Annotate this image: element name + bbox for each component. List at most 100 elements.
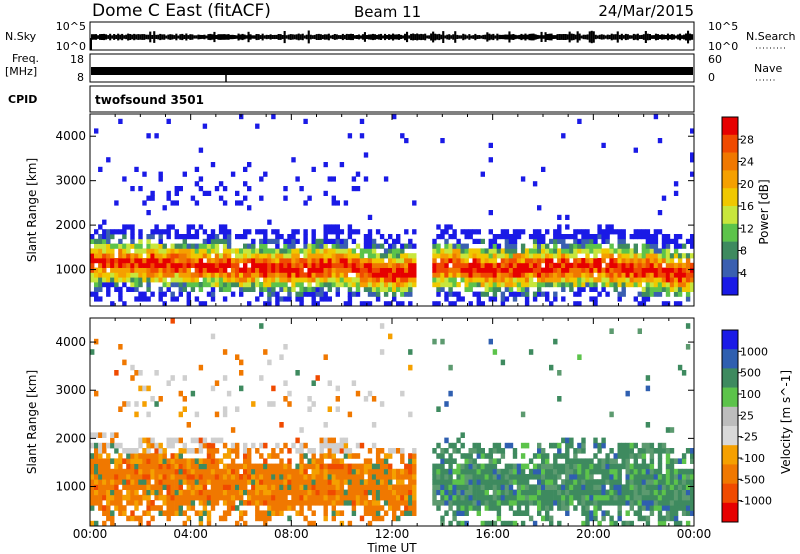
heatmap-cell — [661, 505, 667, 511]
heatmap-cell — [343, 479, 349, 485]
heatmap-cell — [400, 282, 405, 288]
power-colorbar-tick-label: 28 — [740, 133, 754, 146]
heatmap-cell — [432, 277, 437, 283]
heatmap-cell — [162, 243, 167, 249]
heatmap-cell — [553, 272, 558, 278]
heatmap-cell — [396, 301, 401, 307]
heatmap-cell — [255, 515, 260, 522]
heatmap-cell — [295, 267, 300, 273]
heatmap-cell — [436, 234, 441, 240]
heatmap-cell — [649, 442, 655, 449]
heatmap-cell — [565, 234, 570, 240]
heatmap-cell — [561, 296, 566, 302]
heatmap-cell — [259, 489, 264, 496]
heatmap-cell — [456, 479, 461, 485]
heatmap-cell — [319, 463, 324, 470]
heatmap-cell — [460, 489, 465, 496]
heatmap-cell — [311, 262, 316, 268]
heatmap-cell — [186, 468, 191, 475]
heatmap-cell — [617, 494, 622, 501]
nsky-sample — [355, 35, 358, 39]
heatmap-cell — [287, 463, 292, 470]
heatmap-cell — [549, 515, 554, 522]
heatmap-cell — [577, 282, 582, 288]
heatmap-cell — [222, 494, 228, 501]
heatmap-cell — [573, 258, 578, 264]
heatmap-cell — [516, 494, 522, 501]
nsky-sample — [305, 34, 308, 40]
heatmap-cell — [557, 234, 562, 240]
heatmap-cell — [363, 282, 369, 288]
heatmap-cell — [444, 494, 449, 501]
heatmap-cell — [641, 267, 647, 273]
heatmap-cell — [186, 301, 191, 307]
heatmap-cell — [569, 484, 574, 490]
heatmap-cell — [130, 243, 135, 249]
heatmap-cell — [577, 489, 582, 496]
heatmap-cell — [247, 458, 252, 464]
heatmap-cell — [573, 243, 578, 249]
velocity-colorbar-tick-label: 100 — [740, 388, 761, 401]
heatmap-cell — [516, 262, 522, 268]
heatmap-cell — [110, 243, 115, 249]
heatmap-cell — [355, 229, 361, 235]
heatmap-cell — [158, 505, 163, 511]
nsky-sample — [343, 34, 346, 40]
heatmap-cell — [657, 442, 663, 449]
heatmap-cell — [605, 253, 610, 259]
heatmap-cell — [613, 484, 618, 490]
nsky-tick-top: 10^5 — [56, 20, 86, 33]
heatmap-cell — [299, 277, 304, 283]
heatmap-cell — [114, 262, 119, 268]
heatmap-cell — [166, 489, 171, 496]
heatmap-cell — [271, 474, 276, 480]
heatmap-cell — [271, 479, 276, 485]
heatmap-cell — [363, 262, 369, 268]
heatmap-cell — [230, 474, 236, 480]
heatmap-cell — [448, 479, 453, 485]
heatmap-cell — [319, 453, 324, 459]
heatmap-cell — [363, 484, 369, 490]
heatmap-cell — [214, 411, 220, 418]
heatmap-cell — [118, 500, 123, 506]
heatmap-cell — [468, 479, 473, 485]
heatmap-cell — [545, 296, 550, 302]
heatmap-cell — [186, 229, 191, 235]
heatmap-cell — [528, 262, 534, 268]
heatmap-cell — [122, 448, 127, 454]
heatmap-cell — [408, 282, 413, 288]
heatmap-cell — [343, 442, 349, 449]
heatmap-cell — [621, 291, 626, 297]
nsky-sample — [404, 33, 407, 41]
heatmap-cell — [218, 286, 224, 292]
heatmap-cell — [307, 505, 312, 511]
heatmap-cell — [178, 479, 183, 485]
heatmap-cell — [202, 190, 208, 196]
heatmap-cell — [190, 484, 196, 490]
nsky-sample — [518, 34, 521, 40]
heatmap-cell — [335, 468, 340, 475]
heatmap-cell — [174, 296, 179, 302]
heatmap-cell — [102, 520, 107, 527]
heatmap-cell — [585, 458, 590, 464]
heatmap-cell — [146, 210, 151, 216]
heatmap-cell — [331, 195, 336, 201]
heatmap-cell — [388, 453, 393, 459]
heatmap-cell — [665, 262, 671, 268]
heatmap-cell — [102, 238, 107, 244]
heatmap-cell — [182, 267, 187, 273]
heatmap-cell — [621, 500, 626, 506]
heatmap-cell — [323, 515, 328, 522]
heatmap-cell — [528, 458, 534, 464]
heatmap-cell — [243, 243, 248, 249]
heatmap-cell — [408, 411, 413, 418]
heatmap-cell — [476, 296, 481, 302]
heatmap-cell — [565, 224, 570, 230]
heatmap-cell — [444, 291, 449, 297]
nsky-sample — [307, 30, 310, 44]
heatmap-cell — [383, 484, 389, 490]
heatmap-cell — [198, 510, 204, 516]
heatmap-cell — [267, 291, 272, 297]
velocity-colorbar-segment — [722, 368, 738, 388]
heatmap-cell — [629, 282, 634, 288]
